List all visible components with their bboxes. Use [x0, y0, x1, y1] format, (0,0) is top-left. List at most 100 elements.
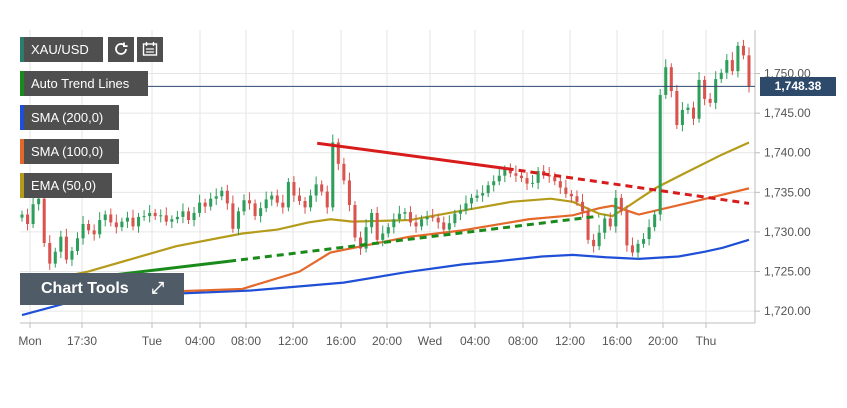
candle-body — [558, 181, 562, 188]
indicator-sma-100[interactable]: SMA (100,0) — [20, 139, 119, 164]
candle-body — [248, 200, 252, 204]
candle-body — [431, 216, 435, 218]
candle-body — [364, 227, 368, 249]
x-tick-label: 08:00 — [231, 334, 261, 348]
candle-body — [714, 79, 718, 103]
y-tick-label: 1,740.00 — [764, 146, 811, 160]
candle-body — [569, 193, 573, 197]
candle-body — [81, 224, 85, 239]
series-line — [21, 238, 750, 317]
candle-body — [270, 195, 274, 200]
indicator-label: SMA (200,0) — [31, 110, 104, 125]
candle-body — [242, 200, 246, 212]
candle-body — [503, 169, 507, 176]
candle-body — [408, 212, 412, 223]
x-tick-label: 04:00 — [460, 334, 490, 348]
candle-body — [414, 222, 418, 227]
candle-body — [42, 198, 46, 244]
candle-body — [225, 190, 229, 204]
candle-body — [281, 202, 285, 208]
trend-line-dashed — [228, 214, 600, 263]
y-tick-label: 1,730.00 — [764, 225, 811, 239]
candle-body — [703, 79, 707, 99]
candle-body — [114, 222, 118, 228]
candle-body — [636, 243, 640, 253]
candle-body — [292, 182, 296, 196]
candle-body — [536, 170, 540, 183]
candle-body — [64, 236, 68, 260]
candle-body — [370, 212, 374, 228]
candle-body — [186, 211, 191, 221]
indicator-ema-50[interactable]: EMA (50,0) — [20, 173, 112, 198]
candle-body — [608, 218, 612, 227]
candle-body — [209, 198, 213, 207]
candle-body — [53, 251, 57, 264]
current-price-tag: 1,748.38 — [760, 76, 836, 96]
indicator-label: SMA (100,0) — [31, 144, 104, 159]
candle-body — [669, 67, 673, 91]
candle-body — [347, 180, 351, 206]
candle-body — [20, 214, 24, 218]
candle-body — [675, 90, 679, 126]
candle-body — [103, 214, 107, 221]
candle-body — [725, 60, 729, 73]
candle-body — [142, 216, 146, 218]
candle-body — [453, 213, 457, 224]
candle-body — [653, 214, 657, 228]
candle-body — [342, 163, 346, 181]
indicator-sma-200[interactable]: SMA (200,0) — [20, 105, 119, 130]
candle-body — [336, 142, 340, 164]
candle-body — [120, 221, 124, 228]
candle-body — [630, 245, 634, 253]
candle-body — [508, 169, 512, 174]
candle-body — [214, 196, 218, 199]
candle-body — [420, 219, 424, 227]
symbol-label[interactable]: XAU/USD — [20, 37, 103, 62]
symbol-text: XAU/USD — [31, 42, 89, 57]
candle-body — [531, 182, 535, 184]
candle-body — [236, 211, 240, 229]
candle-body — [303, 201, 307, 208]
candle-body — [198, 202, 202, 213]
refresh-icon — [115, 42, 128, 55]
candle-body — [525, 178, 529, 184]
candle-body — [614, 197, 618, 227]
x-tick-label: 17:30 — [67, 334, 97, 348]
indicator-swatch — [20, 71, 24, 96]
x-tick-label: 20:00 — [648, 334, 678, 348]
candle-body — [92, 230, 96, 235]
candle-body — [575, 196, 579, 202]
candle-body — [375, 212, 379, 240]
candle-body — [458, 210, 462, 214]
refresh-button[interactable] — [108, 37, 134, 62]
candle-body — [26, 214, 30, 225]
candle-body — [564, 187, 568, 194]
candle-body — [170, 219, 174, 222]
trend-line-solid — [317, 141, 507, 171]
candle-body — [553, 176, 557, 182]
y-tick-label: 1,735.00 — [764, 185, 811, 199]
candlesticks — [20, 39, 751, 270]
chart-tools-button[interactable]: Chart Tools ⤢ — [20, 273, 184, 305]
candle-body — [691, 107, 696, 119]
candle-body — [514, 173, 518, 176]
series-line — [21, 187, 750, 297]
candle-body — [164, 215, 168, 222]
candle-body — [392, 219, 396, 228]
calendar-button[interactable] — [137, 37, 163, 62]
x-tick-label: Thu — [696, 334, 717, 348]
candle-body — [259, 208, 263, 217]
candle-body — [425, 216, 429, 220]
trend-line-dashed — [506, 167, 750, 205]
candle-body — [331, 142, 335, 208]
candle-body — [686, 107, 690, 110]
candle-body — [475, 195, 479, 198]
candle-body — [381, 233, 385, 240]
candle-body — [275, 195, 279, 203]
chart-axes: 1,750.001,745.001,740.001,735.001,730.00… — [18, 30, 811, 348]
candle-body — [592, 239, 596, 247]
x-tick-label: 16:00 — [602, 334, 632, 348]
x-tick-label: 20:00 — [372, 334, 402, 348]
indicator-auto-trend-lines[interactable]: Auto Trend Lines — [20, 71, 148, 96]
